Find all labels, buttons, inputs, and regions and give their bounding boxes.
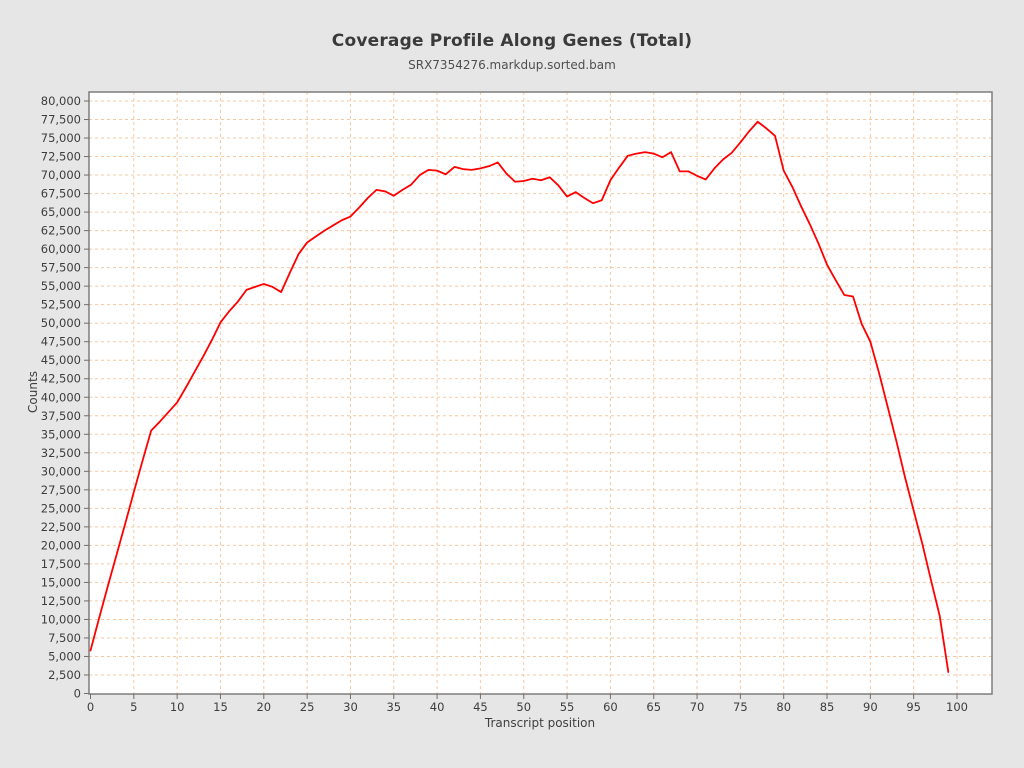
svg-text:57,500: 57,500: [41, 261, 81, 275]
svg-text:2,500: 2,500: [48, 668, 81, 682]
svg-text:5: 5: [130, 700, 137, 714]
svg-text:47,500: 47,500: [41, 335, 81, 349]
svg-text:50: 50: [516, 700, 531, 714]
svg-text:80,000: 80,000: [41, 94, 81, 108]
svg-text:12,500: 12,500: [41, 594, 81, 608]
svg-text:60: 60: [603, 700, 618, 714]
svg-text:0: 0: [87, 700, 94, 714]
svg-text:27,500: 27,500: [41, 483, 81, 497]
svg-text:7,500: 7,500: [48, 631, 81, 645]
svg-text:60,000: 60,000: [41, 242, 81, 256]
svg-text:75,000: 75,000: [41, 131, 81, 145]
svg-text:0: 0: [74, 687, 81, 701]
svg-text:70,000: 70,000: [41, 168, 81, 182]
plot-frame: [88, 91, 993, 695]
svg-text:100: 100: [946, 700, 968, 714]
svg-text:37,500: 37,500: [41, 409, 81, 423]
svg-text:40: 40: [430, 700, 445, 714]
svg-text:50,000: 50,000: [41, 316, 81, 330]
svg-text:22,500: 22,500: [41, 520, 81, 534]
svg-text:80: 80: [776, 700, 791, 714]
svg-text:30: 30: [343, 700, 358, 714]
svg-text:30,000: 30,000: [41, 464, 81, 478]
svg-text:75: 75: [733, 700, 748, 714]
svg-text:25: 25: [300, 700, 315, 714]
svg-text:42,500: 42,500: [41, 372, 81, 386]
svg-text:72,500: 72,500: [41, 150, 81, 164]
svg-text:45: 45: [473, 700, 488, 714]
x-axis-ticks: 0 5 10 15 20 25 30 35 40 45 50 55 60 65 70 75 80 85 90 95 10…: [87, 694, 968, 714]
y-axis-ticks: 0 2,500 5,000 7,500 10,000 12,500 15,000 17,500…: [41, 94, 89, 701]
svg-text:95: 95: [906, 700, 921, 714]
svg-text:35: 35: [386, 700, 401, 714]
svg-text:70: 70: [690, 700, 705, 714]
svg-text:10: 10: [170, 700, 185, 714]
svg-text:65,000: 65,000: [41, 205, 81, 219]
svg-text:10,000: 10,000: [41, 612, 81, 626]
svg-text:90: 90: [863, 700, 878, 714]
chart-title: Coverage Profile Along Genes (Total): [331, 31, 693, 51]
svg-text:17,500: 17,500: [41, 557, 81, 571]
chart-subtitle: SRX7354276.markdup.sorted.bam: [408, 58, 616, 72]
svg-text:20: 20: [256, 700, 271, 714]
svg-text:77,500: 77,500: [41, 113, 81, 127]
series-line-total: [89, 120, 950, 673]
svg-text:52,500: 52,500: [41, 298, 81, 312]
svg-text:35,000: 35,000: [41, 427, 81, 441]
svg-text:65: 65: [646, 700, 661, 714]
svg-text:32,500: 32,500: [41, 446, 81, 460]
plot-area: [89, 92, 992, 694]
svg-text:5,000: 5,000: [48, 649, 81, 663]
gridlines: [89, 92, 992, 694]
svg-text:55: 55: [560, 700, 575, 714]
svg-text:15,000: 15,000: [41, 575, 81, 589]
x-axis-title: Transcript position: [484, 716, 596, 730]
svg-text:62,500: 62,500: [41, 224, 81, 238]
svg-text:45,000: 45,000: [41, 353, 81, 367]
svg-text:25,000: 25,000: [41, 501, 81, 515]
svg-text:67,500: 67,500: [41, 187, 81, 201]
svg-text:15: 15: [213, 700, 228, 714]
svg-text:20,000: 20,000: [41, 538, 81, 552]
svg-text:55,000: 55,000: [41, 279, 81, 293]
svg-text:85: 85: [820, 700, 835, 714]
svg-text:40,000: 40,000: [41, 390, 81, 404]
